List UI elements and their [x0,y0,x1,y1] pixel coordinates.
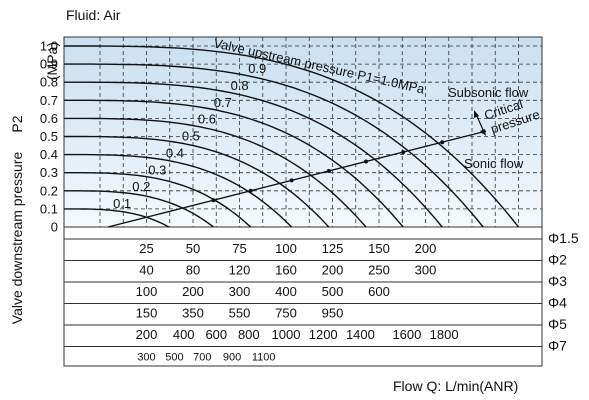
sonic-label: Sonic flow [464,156,524,171]
y-tick-label: 0 [51,220,58,235]
flow-tick-label: 350 [182,306,204,321]
flow-tick-label: 600 [368,284,390,299]
flow-tick-label: 150 [136,306,158,321]
curve-0.9 [64,63,484,228]
flow-tick-label: 800 [238,327,260,342]
y-axis-label: Valve downstream pressure [9,152,25,325]
y-tick-label: 0.7 [40,93,58,108]
flow-tick-label: 1800 [430,327,459,342]
flow-tick-label: 250 [368,263,390,278]
flow-tick-label: 160 [275,263,297,278]
flow-tick-label: 200 [182,284,204,299]
curve-0.7 [64,99,404,228]
flow-tick-label: 400 [173,327,195,342]
flow-tick-label: 1600 [392,327,421,342]
y-axis-variable: P2 [9,115,25,132]
curve-0.1 [64,208,170,228]
scale-table [63,226,543,367]
flow-tick-label: 300 [137,352,155,364]
flow-tick-label: 400 [275,284,297,299]
flow-tick-label: 900 [223,352,241,364]
flow-tick-label: 75 [232,241,246,256]
flow-tick-label: 80 [186,263,200,278]
curve-label: 0.7 [214,95,232,110]
flow-tick-label: 200 [136,327,158,342]
orifice-label: Φ7 [548,338,567,354]
curve-1 [64,45,520,228]
flow-tick-label: 300 [415,263,437,278]
flow-tick-label: 600 [205,327,227,342]
pressure-curves: 0.10.2 0.30.4 0.5 0.6 0.7 0.8 0.9 [64,45,520,228]
critical-point [326,169,331,173]
flow-tick-label: 500 [322,284,344,299]
curve-0.5 [64,135,330,228]
y-tick-label: 0.4 [40,147,58,162]
flow-tick-label: 1100 [252,352,276,364]
flow-tick-label: 700 [193,352,211,364]
flow-tick-label: 950 [322,306,344,321]
curve-label: 0.9 [248,61,266,76]
curve-0.6 [64,117,367,228]
flow-tick-label: 1400 [346,327,375,342]
flow-tick-label: 200 [322,263,344,278]
flow-tick-label: 1200 [309,327,338,342]
y-tick-label: 1.0 [40,39,58,54]
flow-tick-label: 40 [139,263,153,278]
y-tick-labels: 0 0.1 0.2 0.3 0.4 0.5 0.6 0.7 0.8 0.9 1.0 [40,39,58,235]
flow-tick-label: 150 [368,241,390,256]
critical-point [401,150,406,155]
curve-0.3 [64,172,252,228]
curve-label: 0.6 [198,112,216,127]
critical-arrow [474,110,486,136]
curve-0.8 [64,81,443,228]
y-tick-label: 0.3 [40,165,58,180]
critical-point [248,188,253,193]
flow-tick-label: 1000 [272,327,301,342]
curve-label: 0.1 [113,196,131,211]
orifice-label: Φ2 [548,252,567,268]
curve-label: 0.8 [231,78,249,93]
y-tick-label: 0.2 [40,183,58,198]
flow-tick-label: 750 [275,306,297,321]
flow-tick-label: 550 [229,306,251,321]
flow-tick-label: 100 [136,284,158,299]
flow-tick-label: 100 [275,241,297,256]
orifice-label: Φ4 [548,295,567,311]
orifice-label: Φ3 [548,273,567,289]
critical-pressure-line [107,130,487,228]
flow-tick-label: 50 [186,241,200,256]
y-tick-label: 0.5 [40,129,58,144]
flow-tick-label: 25 [139,241,153,256]
y-tick-label: 0.8 [40,75,58,90]
scale-rows [64,238,542,347]
y-axis-unit: (MPa) [44,42,60,80]
curve-label: 0.4 [166,146,184,161]
flow-tick-label: 300 [229,284,251,299]
curve-label: 0.2 [132,179,150,194]
critical-point [364,159,368,164]
critical-point [211,198,216,203]
curve-label: 0.3 [148,162,166,177]
curve-label: 0.5 [182,129,200,144]
y-tick-label: 0.6 [40,111,58,126]
curve-0.2 [64,190,214,228]
x-axis-label: Flow Q: L/min(ANR) [393,378,518,394]
orifice-label: Φ1.5 [548,230,579,246]
curve-0.4 [64,153,293,228]
flow-tick-label: 125 [322,241,344,256]
flow-tick-label: 120 [229,263,251,278]
flow-tick-label: 200 [415,241,437,256]
subsonic-label: Subsonic flow [448,85,529,100]
orifice-label: Φ5 [548,316,567,332]
critical-point [289,178,294,183]
y-tick-label: 0.1 [40,201,58,216]
flow-scales: Φ1.5 25 50 75 100 125 150 200 Φ2 40 80 120 160 200 250… [136,230,579,364]
critical-point [440,140,445,145]
grid [64,37,542,227]
flow-tick-label: 500 [165,352,183,364]
y-tick-label: 0.9 [40,57,58,72]
fluid-label: Fluid: Air [66,7,121,23]
